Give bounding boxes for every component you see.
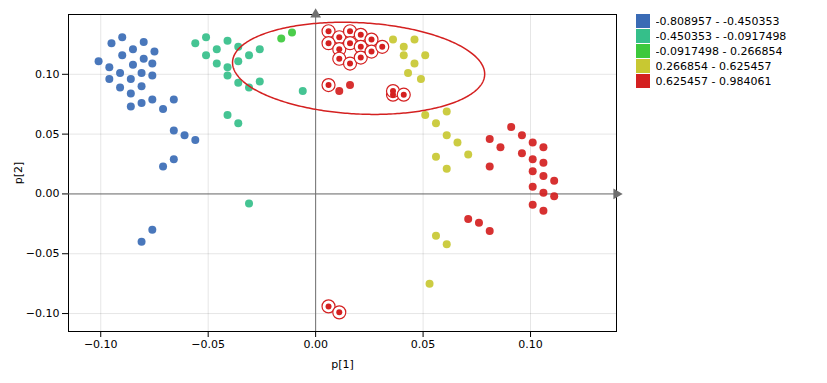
svg-text:0.10: 0.10 <box>35 68 60 81</box>
svg-text:0.10: 0.10 <box>518 338 543 351</box>
html-text:-0.450353 - -0.0917498: -0.450353 - -0.0917498 <box>655 29 787 43</box>
html-text:-0.808957 - -0.450353: -0.808957 - -0.450353 <box>655 14 780 28</box>
svg-text:−0.05: −0.05 <box>26 247 60 260</box>
svg-text:0.05: 0.05 <box>35 128 60 141</box>
svg-text:0.00: 0.00 <box>303 338 328 351</box>
svg-text:0.00: 0.00 <box>35 187 60 200</box>
svg-text:p[2]: p[2] <box>12 162 25 185</box>
svg-text:−0.05: −0.05 <box>191 338 225 351</box>
svg-text:−0.10: −0.10 <box>84 338 118 351</box>
html-text:0.625457 - 0.984061: 0.625457 - 0.984061 <box>655 74 772 88</box>
html-text:0.266854 - 0.625457: 0.266854 - 0.625457 <box>655 59 772 73</box>
html-text:-0.0917498 - 0.266854: -0.0917498 - 0.266854 <box>655 44 783 58</box>
svg-text:p[1]: p[1] <box>331 358 354 371</box>
svg-text:−0.10: −0.10 <box>26 307 60 320</box>
svg-text:0.05: 0.05 <box>411 338 436 351</box>
